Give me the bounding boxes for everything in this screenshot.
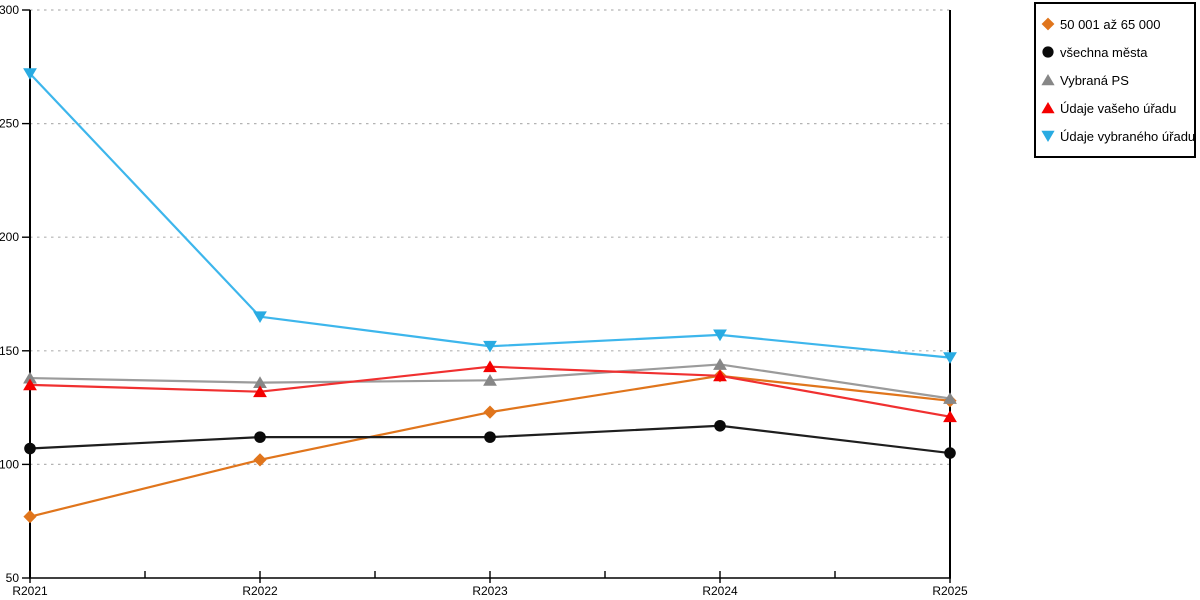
data-point: [714, 419, 726, 432]
legend-item: 50 001 až 65 000: [1041, 10, 1188, 38]
data-point: [253, 311, 267, 324]
y-tick-label: 150: [0, 344, 19, 358]
data-point: [944, 447, 956, 459]
data-point: [713, 358, 727, 370]
x-tick-label: R2025: [932, 584, 968, 598]
data-point: [23, 378, 37, 391]
legend-marker-circle-icon: [1042, 46, 1054, 58]
y-tick-label: 100: [0, 457, 19, 471]
legend-label: Údaje vybraného úřadu: [1060, 128, 1196, 144]
x-tick-label: R2024: [702, 584, 738, 598]
y-tick-label: 50: [6, 571, 20, 585]
x-tick-label: R2021: [12, 584, 48, 598]
data-point: [253, 376, 267, 389]
data-point: [713, 329, 727, 342]
data-point: [713, 369, 727, 382]
legend: 50 001 až 65 000 všechna města Vybraná P…: [1034, 2, 1196, 158]
legend-label: 50 001 až 65 000: [1060, 16, 1161, 32]
x-tick-label: R2022: [242, 584, 278, 598]
data-point: [24, 442, 36, 455]
data-point: [943, 352, 957, 364]
data-point: [483, 405, 497, 419]
legend-marker-triangle-up-icon: [1041, 74, 1055, 86]
legend-label: Údaje vašeho úřadu: [1060, 100, 1177, 116]
legend-label: Vybraná PS: [1060, 72, 1129, 88]
data-point: [253, 385, 267, 398]
y-tick-label: 300: [0, 3, 19, 17]
data-point: [943, 392, 957, 404]
legend-marker-triangle-up-icon: [1041, 102, 1055, 114]
data-point: [23, 510, 37, 524]
legend-item: všechna města: [1041, 38, 1188, 66]
legend-item: Údaje vybraného úřadu: [1041, 122, 1195, 150]
legend-marker-triangle-down-icon: [1041, 130, 1055, 142]
legend-label: všechna města: [1060, 44, 1148, 60]
y-tick-label: 200: [0, 230, 19, 244]
data-point: [254, 431, 266, 443]
data-point: [483, 374, 497, 386]
legend-item: Údaje vašeho úřadu: [1041, 94, 1188, 122]
legend-item: Vybraná PS: [1041, 66, 1188, 94]
data-point: [943, 410, 957, 423]
legend-marker-diamond-icon: [1041, 17, 1055, 31]
x-tick-label: R2023: [472, 584, 508, 598]
y-tick-label: 250: [0, 117, 19, 131]
data-point: [253, 453, 267, 467]
data-point: [483, 360, 497, 373]
series-line-0: [29, 374, 951, 518]
data-point: [23, 68, 37, 80]
data-point: [23, 371, 37, 384]
data-point: [483, 340, 497, 353]
series-line-4: [29, 72, 951, 359]
data-point: [484, 431, 496, 443]
